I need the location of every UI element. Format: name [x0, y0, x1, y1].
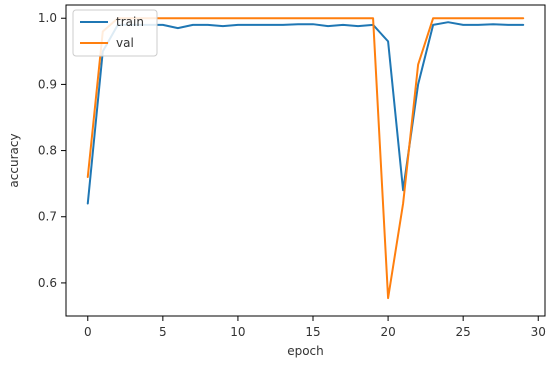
- legend-label-val: val: [116, 36, 134, 50]
- x-tick-label: 30: [531, 325, 546, 339]
- axes-layer: 0 5 10 15 20 25 30 0.6 0.7 0.8 0.9 1.0: [38, 4, 546, 339]
- y-tick-label: 1.0: [38, 11, 57, 25]
- series-line-train: [86, 21, 525, 205]
- legend-label-train: train: [116, 15, 144, 29]
- y-tick-label: 0.7: [38, 210, 57, 224]
- x-tick-label: 10: [230, 325, 245, 339]
- series-line-val: [86, 17, 525, 300]
- legend: train val: [72, 9, 158, 57]
- axes-frame: [65, 4, 546, 317]
- y-tick-label: 0.8: [38, 144, 57, 158]
- x-tick-label: 25: [456, 325, 471, 339]
- x-tick-label: 15: [305, 325, 320, 339]
- x-axis-label: epoch: [287, 344, 324, 358]
- x-tick-label: 5: [159, 325, 167, 339]
- y-axis-label: accuracy: [7, 133, 21, 187]
- legend-box: [72, 9, 158, 57]
- x-tick-label: 0: [84, 325, 92, 339]
- y-tick-label: 0.6: [38, 276, 57, 290]
- plot-area: [66, 5, 545, 316]
- plot-background: [66, 5, 545, 316]
- series-layer: [86, 17, 525, 300]
- x-tick-label: 20: [380, 325, 395, 339]
- y-tick-label: 0.9: [38, 77, 57, 91]
